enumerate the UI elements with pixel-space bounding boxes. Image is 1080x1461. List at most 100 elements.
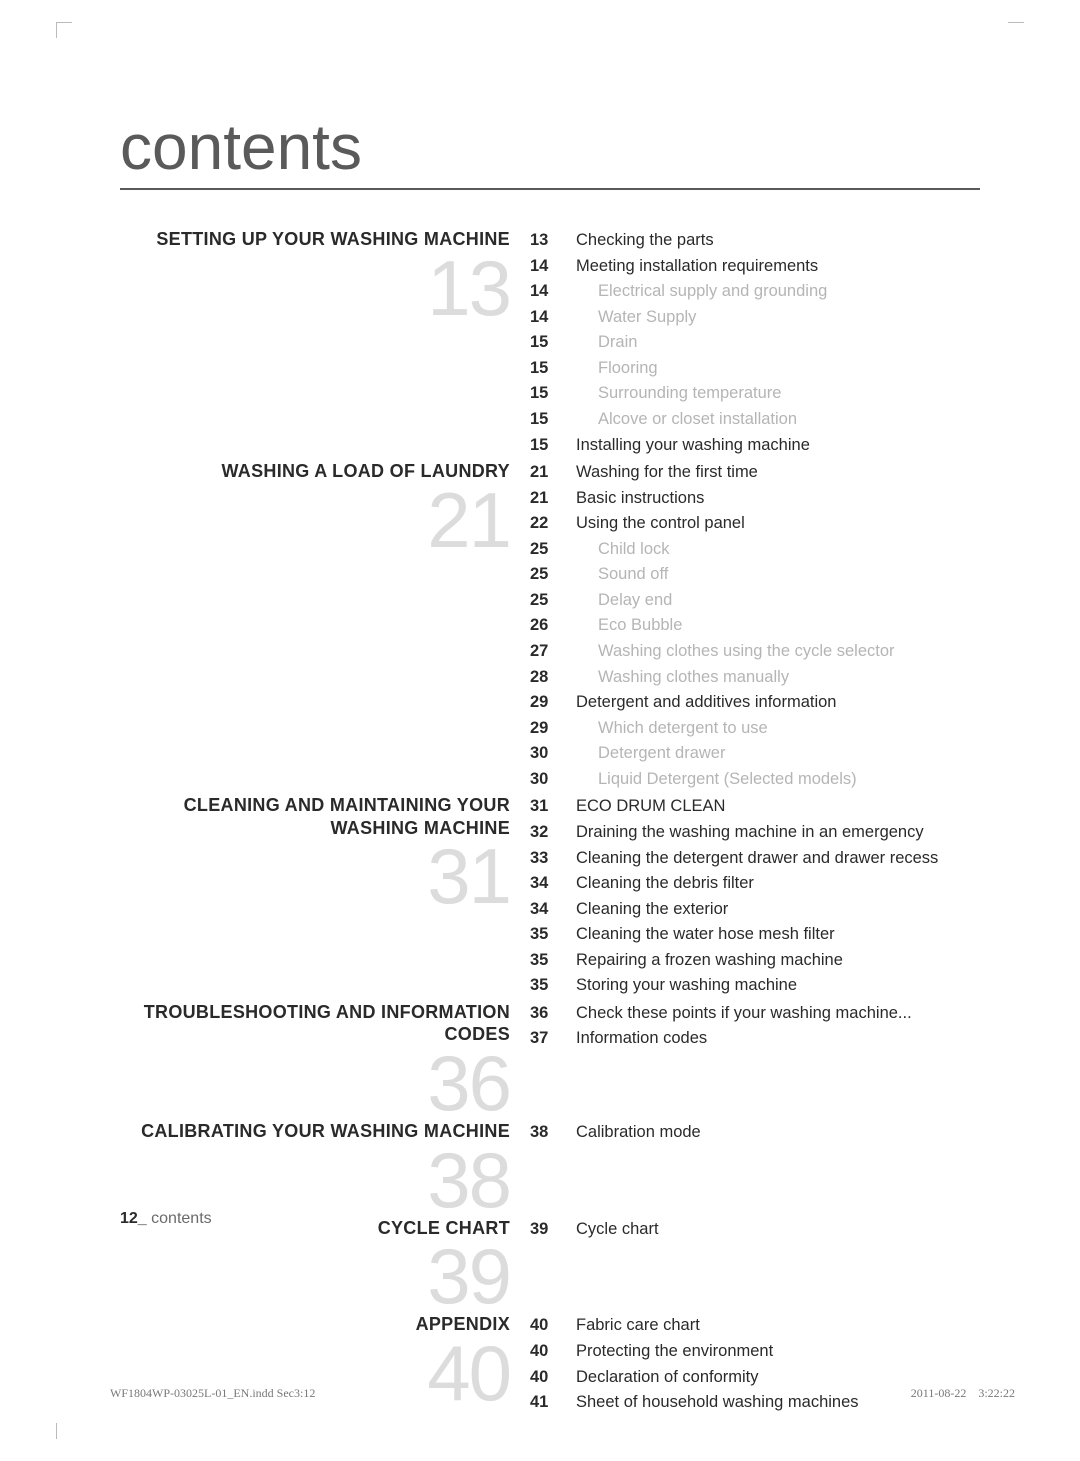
toc-row: 15Flooring [530, 356, 980, 382]
toc-row: 39 Cycle chart [530, 1217, 980, 1243]
toc-row: 36 Check these points if your washing mac… [530, 1001, 980, 1027]
toc-row: 26Eco Bubble [530, 613, 980, 639]
print-metadata: WF1804WP-03025L-01_EN.indd Sec3:12 2011-… [110, 1386, 1015, 1401]
toc-section-left: CYCLE CHART39 [120, 1215, 510, 1312]
toc-entry-text: Draining the washing machine in an emerg… [576, 820, 980, 846]
toc-page-number: 15 [530, 330, 558, 356]
toc-row: 15 Installing your washing machine [530, 433, 980, 459]
toc-row: 38Calibration mode [530, 1120, 980, 1146]
toc-row: 15 Drain [530, 330, 980, 356]
toc-row: 14Water Supply [530, 305, 980, 331]
toc-row: 15 Surrounding temperature [530, 381, 980, 407]
toc-page-number: 28 [530, 665, 558, 691]
toc-entries: 21Washing for the first time21 Basic inst… [530, 458, 980, 792]
toc-entry-text: Detergent drawer [576, 741, 980, 767]
print-file: WF1804WP-03025L-01_EN.indd Sec3:12 [110, 1386, 315, 1401]
toc-entry-text: Cycle chart [576, 1217, 980, 1243]
toc-grid: SETTING UP YOUR WASHING MACHINE1313Check… [120, 226, 980, 1416]
toc-entry-text: Liquid Detergent (Selected models) [576, 767, 980, 793]
toc-page-number: 14 [530, 254, 558, 280]
toc-row: 13Checking the parts [530, 228, 980, 254]
toc-entries: 31ECO DRUM CLEAN32Draining the washing m… [530, 792, 980, 999]
print-time: 3:22:22 [978, 1386, 1015, 1400]
footer-label: contents [151, 1210, 211, 1227]
toc-page-number: 25 [530, 588, 558, 614]
toc-row: 29Detergent and additives information [530, 690, 980, 716]
toc-page-number: 15 [530, 433, 558, 459]
toc-page-number: 31 [530, 794, 558, 820]
toc-entry-text: Repairing a frozen washing machine [576, 948, 980, 974]
toc-section-number: 21 [120, 485, 510, 555]
toc-row: 25Child lock [530, 537, 980, 563]
toc-page-number: 39 [530, 1217, 558, 1243]
toc-section-number: 31 [120, 841, 510, 911]
footer-page-number: 12_ [120, 1210, 147, 1227]
toc-entry-text: Installing your washing machine [576, 433, 980, 459]
toc-row: 21Washing for the first time [530, 460, 980, 486]
toc-page-number: 14 [530, 279, 558, 305]
toc-row: 30 Detergent drawer [530, 741, 980, 767]
toc-entry-text: Cleaning the debris filter [576, 871, 980, 897]
toc-row: 29Which detergent to use [530, 716, 980, 742]
toc-entry-text: Washing clothes manually [576, 665, 980, 691]
toc-entry-text: Using the control panel [576, 511, 980, 537]
toc-page-number: 34 [530, 897, 558, 923]
toc-row: 35Storing your washing machine [530, 973, 980, 999]
toc-row: 35 Repairing a frozen washing machine [530, 948, 980, 974]
toc-entry-text: Delay end [576, 588, 980, 614]
toc-row: 22 Using the control panel [530, 511, 980, 537]
toc-page-number: 35 [530, 922, 558, 948]
toc-page-number: 30 [530, 767, 558, 793]
toc-row: 31 ECO DRUM CLEAN [530, 794, 980, 820]
toc-section-number: 13 [120, 253, 510, 323]
toc-entry-text: Basic instructions [576, 486, 980, 512]
toc-entry-text: Information codes [576, 1026, 980, 1052]
toc-entry-text: Cleaning the exterior [576, 897, 980, 923]
toc-row: 30 Liquid Detergent (Selected models) [530, 767, 980, 793]
toc-row: 35 Cleaning the water hose mesh filter [530, 922, 980, 948]
crop-mark [1008, 22, 1024, 38]
toc-row: 34 Cleaning the exterior [530, 897, 980, 923]
toc-section-number: 39 [120, 1241, 510, 1311]
crop-mark [56, 22, 72, 38]
toc-page-number: 36 [530, 1001, 558, 1027]
page-title: contents [120, 110, 980, 190]
print-date: 2011-08-22 [911, 1386, 967, 1400]
page-content: contents SETTING UP YOUR WASHING MACHINE… [120, 110, 980, 1416]
toc-page-number: 30 [530, 741, 558, 767]
toc-section-left: CALIBRATING YOUR WASHING MACHINE38 [120, 1118, 510, 1215]
toc-entry-text: Eco Bubble [576, 613, 980, 639]
toc-entry-text: Surrounding temperature [576, 381, 980, 407]
toc-entry-text: Cleaning the water hose mesh filter [576, 922, 980, 948]
toc-row: 28 Washing clothes manually [530, 665, 980, 691]
toc-entry-text: Drain [576, 330, 980, 356]
toc-entry-text: Checking the parts [576, 228, 980, 254]
toc-entry-text: Water Supply [576, 305, 980, 331]
toc-entry-text: Cleaning the detergent drawer and drawer… [576, 846, 980, 872]
toc-page-number: 29 [530, 690, 558, 716]
toc-entry-text: Which detergent to use [576, 716, 980, 742]
toc-section-left: CLEANING AND MAINTAINING YOUR WASHING MA… [120, 792, 510, 999]
toc-row: 25Sound off [530, 562, 980, 588]
toc-page-number: 35 [530, 973, 558, 999]
toc-row: 37Information codes [530, 1026, 980, 1052]
toc-page-number: 15 [530, 381, 558, 407]
toc-row: 25 Delay end [530, 588, 980, 614]
crop-mark [1008, 1423, 1024, 1439]
toc-row: 14Electrical supply and grounding [530, 279, 980, 305]
toc-page-number: 40 [530, 1339, 558, 1365]
toc-entries: 38Calibration mode [530, 1118, 980, 1215]
toc-entry-text: Fabric care chart [576, 1313, 980, 1339]
footer: 12_ contents [120, 1210, 212, 1228]
toc-page-number: 21 [530, 486, 558, 512]
toc-entry-text: Meeting installation requirements [576, 254, 980, 280]
toc-section-number: 36 [120, 1048, 510, 1118]
toc-entry-text: Washing clothes using the cycle selector [576, 639, 980, 665]
toc-page-number: 22 [530, 511, 558, 537]
toc-entry-text: Check these points if your washing machi… [576, 1001, 980, 1027]
toc-row: 15Alcove or closet installation [530, 407, 980, 433]
toc-entries: 39 Cycle chart [530, 1215, 980, 1312]
toc-entry-text: ECO DRUM CLEAN [576, 794, 980, 820]
toc-page-number: 35 [530, 948, 558, 974]
toc-page-number: 40 [530, 1313, 558, 1339]
